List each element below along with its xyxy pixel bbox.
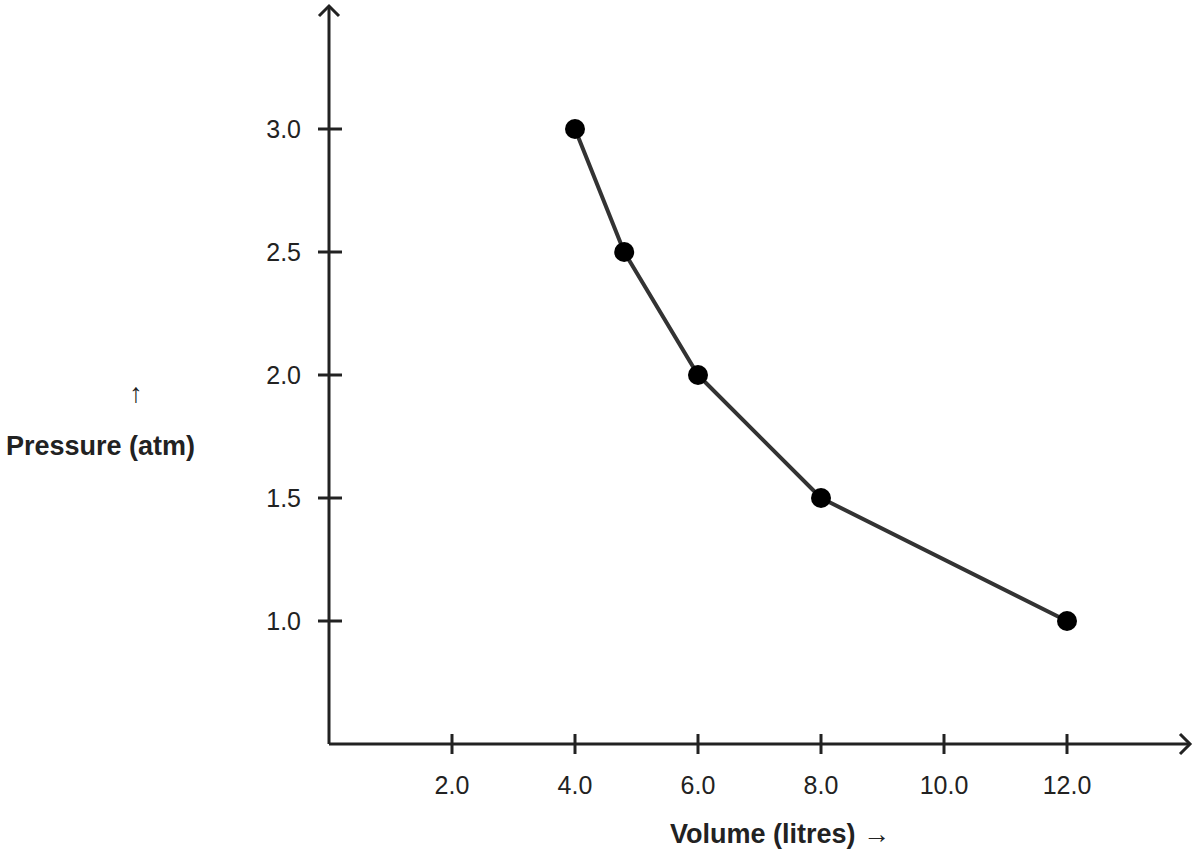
- data-point: [811, 488, 831, 508]
- x-tick: [1066, 734, 1069, 754]
- y-axis-label: Pressure (atm): [6, 431, 195, 461]
- x-tick-label: 4.0: [558, 771, 593, 799]
- x-axis-arrow: [1180, 734, 1190, 754]
- y-tick-label: 2.0: [266, 361, 301, 389]
- y-axis-label-arrow: ↑: [129, 378, 143, 408]
- x-tick-label: 12.0: [1043, 771, 1092, 799]
- data-line: [575, 129, 1067, 621]
- x-tick: [943, 734, 946, 754]
- y-tick: [318, 251, 342, 254]
- y-tick-label: 1.0: [266, 607, 301, 635]
- x-tick: [820, 734, 823, 754]
- x-tick: [697, 734, 700, 754]
- y-tick-label: 1.5: [266, 484, 301, 512]
- x-tick-label: 10.0: [920, 771, 969, 799]
- x-tick-label: 6.0: [681, 771, 716, 799]
- plot-data: [565, 119, 1077, 631]
- axes: [318, 6, 1190, 754]
- y-axis-arrow: [319, 6, 339, 16]
- data-point: [688, 365, 708, 385]
- y-tick: [318, 128, 342, 131]
- x-tick: [451, 734, 454, 754]
- data-point: [565, 119, 585, 139]
- chart: 2.0 4.0 6.0 8.0 10.0 12.0 1.0 1.5 2.0 2.5 3.0 Volum…: [0, 0, 1200, 861]
- x-tick-label: 2.0: [435, 771, 470, 799]
- y-tick: [318, 620, 342, 623]
- y-tick-label: 2.5: [266, 238, 301, 266]
- data-point: [614, 242, 634, 262]
- y-tick: [318, 497, 342, 500]
- x-axis-label: Volume (litres) →: [670, 819, 890, 849]
- y-tick-label: 3.0: [266, 115, 301, 143]
- x-tick: [574, 734, 577, 754]
- x-tick-label: 8.0: [804, 771, 839, 799]
- y-tick: [318, 374, 342, 377]
- data-point: [1057, 611, 1077, 631]
- x-axis: [329, 743, 1190, 746]
